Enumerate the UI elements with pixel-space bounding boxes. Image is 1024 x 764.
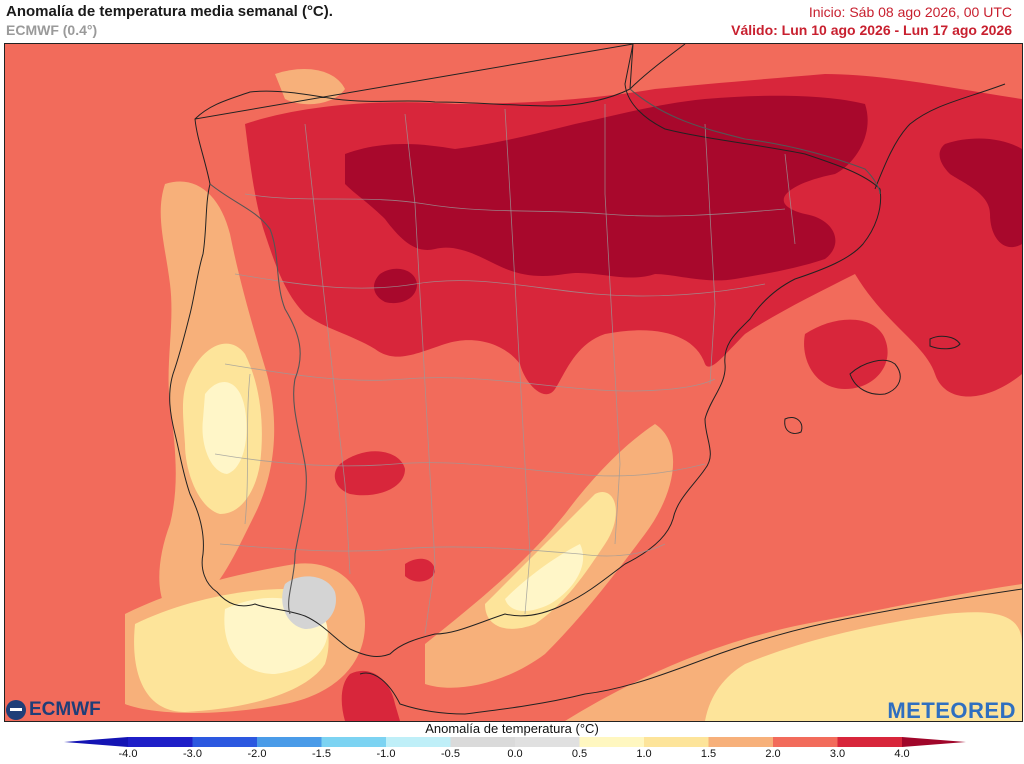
colorbar-segment — [257, 737, 322, 747]
colorbar-low-extension — [64, 737, 128, 747]
anomaly-field-3to4-balearic-sea — [804, 319, 888, 389]
colorbar-tick-label: -3.0 — [183, 748, 202, 760]
colorbar-segment — [192, 737, 258, 747]
colorbar-tick-label: -1.0 — [376, 748, 396, 760]
mallorca-coastline — [849, 359, 901, 395]
init-time: Inicio: Sáb 08 ago 2026, 00 UTC — [808, 4, 1012, 20]
anomaly-field-0-gulf-of-cadiz — [282, 576, 336, 629]
ecmwf-logo: ECMWF — [6, 699, 101, 721]
ibiza-coastline — [784, 417, 803, 434]
colorbar-segment — [321, 737, 387, 747]
spain-portugal-border — [209, 183, 307, 615]
colorbar-segment — [773, 737, 838, 747]
ecmwf-logo-text: ECMWF — [29, 699, 101, 720]
map-title: Anomalía de temperatura media semanal (°… — [6, 3, 333, 20]
colorbar-segment — [450, 737, 516, 747]
anomaly-field-1to1-5-algeria — [705, 612, 1022, 721]
colorbar-segment — [128, 737, 193, 747]
colorbar-tick-label: 3.0 — [829, 748, 846, 760]
colorbar-segment — [644, 737, 709, 747]
anomaly-field-over-4-north — [345, 95, 868, 281]
colorbar-tick-label: -1.5 — [312, 748, 331, 760]
colorbar-tick-label: 1.0 — [636, 748, 652, 760]
province-borders — [214, 104, 796, 635]
menorca-coastline — [929, 335, 961, 350]
north-africa-coastline — [359, 588, 1022, 715]
colorbar-tick-label: 1.5 — [700, 748, 717, 760]
anomaly-field-1-5to2-north — [275, 69, 345, 105]
colorbar-ticks: -4.0 -3.0 -2.0 -1.5 -1.0 -0.5 0.0 0.5 1.0 1.5 2.0 3… — [0, 748, 1024, 764]
anomaly-map-svg — [5, 44, 1022, 721]
anomaly-field-over-4-northwest-spot — [373, 268, 417, 304]
colorbar-high-extension — [902, 737, 966, 747]
legend-title: Anomalía de temperatura (°C) — [425, 721, 599, 736]
colorbar-tick-label: 0.5 — [571, 748, 588, 760]
anomaly-field-3to4-extremadura — [334, 451, 405, 496]
colorbar — [64, 737, 966, 747]
anomaly-field-0-5to1-portugal — [202, 382, 247, 474]
colorbar-tick-label: -4.0 — [118, 748, 138, 760]
anomaly-field-over-4-northeast — [939, 138, 1022, 248]
colorbar-segment — [579, 737, 645, 747]
colorbar-tick-label: -2.0 — [247, 748, 267, 760]
colorbar-tick-label: -0.5 — [441, 748, 460, 760]
model-label: ECMWF (0.4°) — [6, 22, 98, 38]
anomaly-map — [4, 43, 1023, 722]
anomaly-field-0-5to1-southeast — [505, 544, 584, 611]
colorbar-segment — [837, 737, 903, 747]
valid-period: Válido: Lun 10 ago 2026 - Lun 17 ago 202… — [731, 22, 1012, 38]
ecmwf-globe-icon — [6, 700, 26, 720]
spain-france-border — [629, 88, 881, 195]
colorbar-segment — [708, 737, 774, 747]
colorbar-segment — [515, 737, 580, 747]
anomaly-field-3to4-interior-south — [405, 558, 435, 582]
colorbar-tick-label: 2.0 — [765, 748, 781, 760]
colorbar-tick-label: 4.0 — [894, 748, 910, 760]
colorbar-segments — [64, 737, 966, 747]
iberia-coastline — [169, 44, 882, 657]
meteored-logo: METEORED — [887, 698, 1016, 723]
france-coastline — [629, 44, 1006, 190]
colorbar-tick-label: 0.0 — [507, 748, 523, 760]
colorbar-segment — [386, 737, 451, 747]
